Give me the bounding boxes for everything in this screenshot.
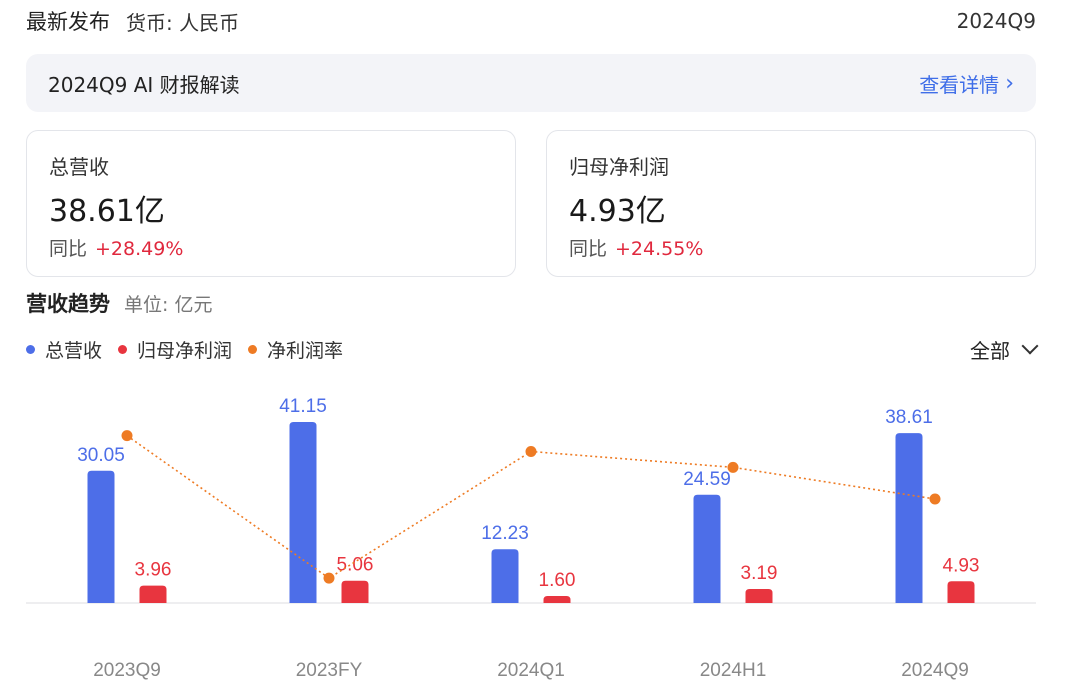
profit-bar [139,585,167,603]
margin-line [126,435,936,580]
revenue-bar-label: 30.05 [77,445,125,466]
margin-point [323,572,335,584]
revenue-bar [491,549,519,603]
margin-point [121,430,133,442]
ai-report-bar[interactable]: 2024Q9 AI 财报解读 查看详情 › [26,54,1036,112]
revenue-card-label: 总营收 [49,155,109,179]
profit-bar-label: 5.06 [337,555,374,576]
revenue-bar [289,421,317,603]
x-tick-label: 2023Q9 [93,660,161,681]
margin-point [525,446,537,457]
legend-item-margin[interactable]: 净利润率 [248,336,343,363]
section-title: 最新发布 [26,10,110,34]
legend-item-profit[interactable]: 归母净利润 [118,336,232,363]
chevron-down-icon [1021,337,1039,355]
revenue-bar-label: 38.61 [885,407,933,428]
revenue-bar-label: 41.15 [279,396,327,417]
legend-item-revenue[interactable]: 总营收 [26,336,102,363]
profit-yoy-value: +24.55% [615,238,704,260]
revenue-bar-label: 24.59 [683,469,731,490]
profit-card: 归母净利润 4.93亿 同比 +24.55% [546,130,1036,277]
revenue-bar [87,470,115,603]
revenue-card-yoy: 同比 +28.49% [49,234,493,261]
trend-header: 营收趋势 单位: 亿元 [26,286,212,320]
margin-point [929,493,941,505]
legend-dot-profit [118,344,128,354]
revenue-yoy-label: 同比 [49,238,88,260]
profit-card-yoy: 同比 +24.55% [569,234,1013,261]
profit-bar [947,581,975,603]
trend-unit: 单位: 亿元 [124,293,213,316]
profit-yoy-label: 同比 [569,238,608,260]
x-tick-label: 2023FY [296,660,363,681]
period-filter-dropdown[interactable]: 全部 [970,334,1039,364]
x-tick-label: 2024Q9 [901,660,969,681]
profit-bar-label: 4.93 [943,555,980,576]
revenue-bar-label: 12.23 [481,523,529,544]
profit-bar-label: 3.96 [135,560,172,581]
legend-label-profit: 归母净利润 [137,339,233,362]
margin-point [727,461,739,473]
view-details-label: 查看详情 [919,72,1000,97]
header: 最新发布 货币: 人民币 2024Q9 [26,4,1036,38]
revenue-bar [895,433,923,603]
header-left: 最新发布 货币: 人民币 [26,6,239,36]
profit-bar [745,588,773,603]
chart-legend: 总营收 归母净利润 净利润率 [26,334,343,364]
legend-dot-revenue [26,344,35,354]
legend-label-revenue: 总营收 [45,339,103,362]
profit-bar-label: 3.19 [741,563,778,584]
revenue-card-value: 38.61亿 [49,194,165,229]
period-filter-label: 全部 [970,338,1010,363]
x-tick-label: 2024Q1 [497,660,565,681]
revenue-bar [693,494,721,603]
profit-card-value: 4.93亿 [569,194,666,229]
chevron-right-icon: › [1005,70,1014,96]
period-label: 2024Q9 [956,9,1036,33]
revenue-trend-chart: 30.05 3.96 2023Q9 41.15 5.06 2023FY 12.23 1.60 2… [26,396,1036,681]
profit-card-label: 归母净利润 [569,155,669,179]
ai-report-title: 2024Q9 AI 财报解读 [48,72,240,97]
profit-bar-label: 1.60 [539,570,576,591]
profit-bar [543,595,571,603]
revenue-yoy-value: +28.49% [95,238,184,260]
x-tick-label: 2024H1 [700,660,767,681]
legend-dot-margin [248,344,258,354]
currency-label: 货币: 人民币 [126,10,240,35]
revenue-card: 总营收 38.61亿 同比 +28.49% [26,130,516,277]
legend-label-margin: 净利润率 [267,339,344,362]
view-details-link[interactable]: 查看详情 › [919,69,1014,98]
trend-title: 营收趋势 [26,292,110,316]
profit-bar [341,580,369,603]
